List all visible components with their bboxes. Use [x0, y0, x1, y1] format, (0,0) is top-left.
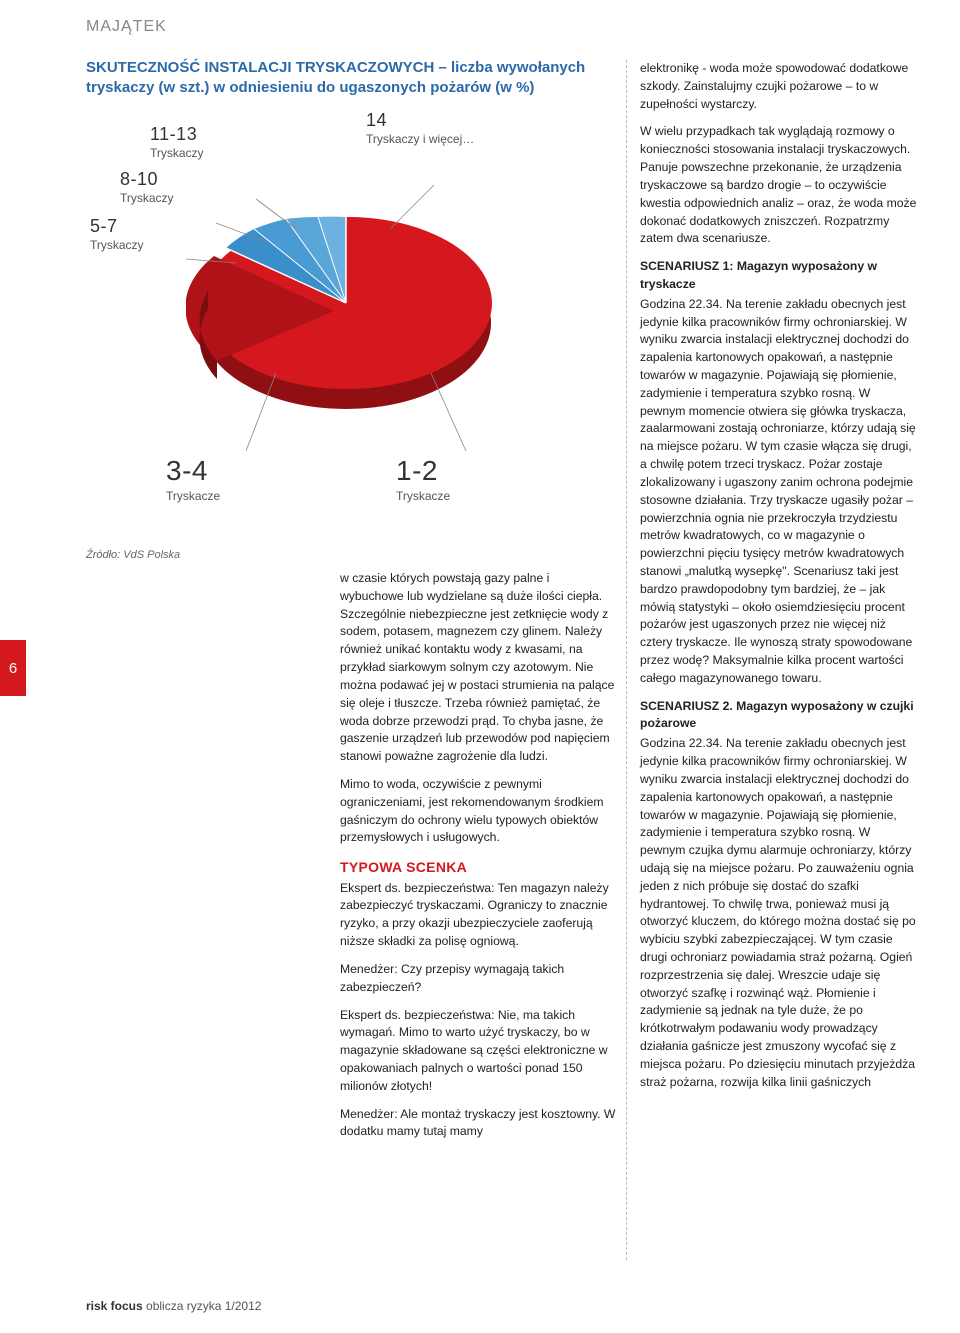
label-810-num: 8-10 — [120, 169, 158, 189]
page-category: MAJĄTEK — [86, 18, 167, 36]
label-57: 5-7 Tryskaczy — [90, 215, 144, 254]
footer-rest: oblicza ryzyka 1/2012 — [143, 1299, 262, 1313]
label-12-num: 1-2 — [396, 455, 438, 486]
chart-source: Źródło: VdS Polska — [86, 549, 616, 561]
mid-p3: Ekspert ds. bezpieczeństwa: Ten magazyn … — [340, 880, 616, 951]
column-middle: w czasie których powstają gazy palne i w… — [340, 570, 616, 1151]
label-12-unit: Tryskacze — [396, 489, 450, 503]
label-1113-num: 11-13 — [150, 124, 197, 144]
mid-p2: Mimo to woda, oczywiście z pewnymi ogran… — [340, 776, 616, 847]
scen1-title: SCENARIUSZ 1: Magazyn wyposażony w trysk… — [640, 258, 918, 294]
column-right: elektronikę - woda może spowodować dodat… — [640, 60, 918, 1102]
label-34-num: 3-4 — [166, 455, 208, 486]
chart-title: SKUTECZNOŚĆ INSTALACJI TRYSKACZOWYCH – l… — [86, 58, 616, 99]
pie-svg — [186, 173, 506, 453]
label-14plus-num: 14 — [366, 110, 387, 130]
scen1-body: Godzina 22.34. Na terenie zakładu obecny… — [640, 296, 918, 688]
chart-title-line2: tryskaczy (w szt.) w odniesieniu do ugas… — [86, 79, 534, 96]
leader-14p — [391, 185, 434, 228]
footer: risk focus oblicza ryzyka 1/2012 — [86, 1299, 261, 1313]
scen2-title: SCENARIUSZ 2. Magazyn wyposażony w czujk… — [640, 698, 918, 734]
page-number: 6 — [0, 640, 26, 696]
label-14plus: 14 Tryskaczy i więcej… — [366, 109, 474, 148]
right-p2: W wielu przypadkach tak wyglądają rozmow… — [640, 123, 918, 248]
right-p1: elektronikę - woda może spowodować dodat… — [640, 60, 918, 113]
pie-chart: 14 Tryskaczy i więcej… 11-13 Tryskaczy 8… — [106, 113, 546, 533]
leader-12 — [431, 373, 466, 451]
mid-p1: w czasie których powstają gazy palne i w… — [340, 570, 616, 766]
label-12: 1-2 Tryskacze — [396, 453, 450, 504]
chart-region: SKUTECZNOŚĆ INSTALACJI TRYSKACZOWYCH – l… — [86, 58, 616, 561]
mid-p4: Menedżer: Czy przepisy wymagają takich z… — [340, 961, 616, 997]
label-57-num: 5-7 — [90, 216, 118, 236]
mid-subhead: TYPOWA SCENKA — [340, 857, 616, 877]
label-34-unit: Tryskacze — [166, 489, 220, 503]
column-divider — [626, 60, 627, 1260]
label-57-unit: Tryskaczy — [90, 238, 144, 252]
label-1113-unit: Tryskaczy — [150, 146, 204, 160]
label-810-unit: Tryskaczy — [120, 191, 174, 205]
label-810: 8-10 Tryskaczy — [120, 168, 174, 207]
mid-p6: Menedżer: Ale montaż tryskaczy jest kosz… — [340, 1106, 616, 1142]
label-34: 3-4 Tryskacze — [166, 453, 220, 504]
chart-title-line1: SKUTECZNOŚĆ INSTALACJI TRYSKACZOWYCH – l… — [86, 59, 585, 76]
scen2-body: Godzina 22.34. Na terenie zakładu obecny… — [640, 735, 918, 1091]
mid-p5: Ekspert ds. bezpieczeństwa: Nie, ma taki… — [340, 1007, 616, 1096]
label-14plus-unit: Tryskaczy i więcej… — [366, 132, 474, 146]
label-1113: 11-13 Tryskaczy — [150, 123, 204, 162]
footer-bold: risk focus — [86, 1299, 143, 1313]
